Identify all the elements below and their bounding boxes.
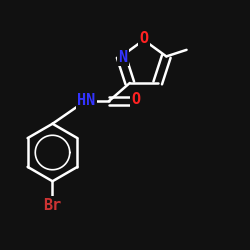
Text: Br: Br [44, 198, 62, 212]
Text: O: O [132, 92, 141, 108]
Text: O: O [139, 31, 148, 46]
Text: N: N [118, 50, 128, 65]
Text: HN: HN [77, 93, 96, 108]
